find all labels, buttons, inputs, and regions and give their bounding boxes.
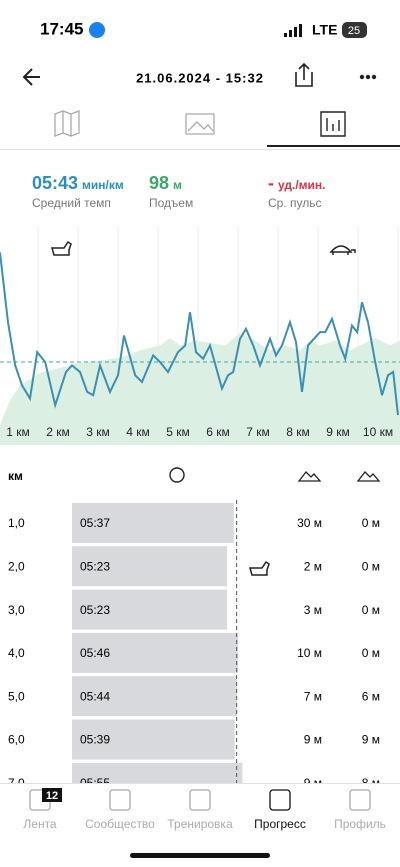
nav-label[interactable]: Прогресс	[254, 817, 306, 831]
row-ascent: 9 м	[304, 733, 322, 747]
divider	[0, 149, 400, 150]
pace-bar	[72, 589, 228, 630]
row-pace: 05:46	[80, 646, 110, 660]
row-descent: 0 м	[362, 646, 380, 660]
stats-tab[interactable]	[320, 111, 346, 137]
x-tick-label: 8 км	[286, 425, 310, 439]
table-header: км	[8, 469, 23, 483]
x-tick-label: 4 км	[126, 425, 150, 439]
x-tick-label: 9 км	[326, 425, 350, 439]
x-tick-label: 5 км	[166, 425, 190, 439]
x-tick-label: 3 км	[86, 425, 110, 439]
stat-label: Подъем	[149, 196, 193, 210]
rabbit-icon	[249, 560, 270, 576]
stopwatch-icon	[169, 467, 185, 483]
nav-label[interactable]: Лента	[23, 817, 57, 831]
nav-border	[0, 783, 400, 784]
status-network: LTE	[312, 22, 337, 38]
x-tick-label: 2 км	[46, 425, 70, 439]
row-ascent: 10 м	[297, 646, 322, 660]
row-pace: 05:37	[80, 516, 110, 530]
turtle-icon	[329, 245, 356, 255]
row-km: 3,0	[8, 603, 25, 617]
stat-unit: уд./мин.	[278, 178, 326, 192]
row-descent: 0 м	[362, 559, 380, 573]
x-tick-label: 7 км	[246, 425, 270, 439]
row-km: 2,0	[8, 559, 25, 573]
descent-icon	[356, 471, 381, 482]
rabbit-icon	[51, 240, 72, 256]
stat-unit: мин/км	[82, 178, 124, 192]
signal-icon	[284, 24, 302, 37]
stat-value: 98	[149, 173, 169, 193]
row-pace: 05:44	[80, 689, 110, 703]
battery-icon	[342, 22, 367, 38]
pace-bar	[72, 503, 234, 543]
nav-label[interactable]: Тренировка	[167, 817, 233, 831]
nav-icon	[349, 789, 371, 811]
status-battery: 25	[348, 25, 360, 37]
nav-label[interactable]: Профиль	[334, 817, 386, 831]
row-km: 4,0	[8, 646, 25, 660]
pace-bar	[72, 546, 228, 587]
back-button[interactable]	[22, 68, 40, 86]
more-button[interactable]	[359, 74, 377, 80]
nav-badge-text: 12	[46, 790, 58, 802]
row-pace: 05:23	[80, 559, 110, 573]
row-descent: 6 м	[362, 689, 380, 703]
row-ascent: 30 м	[297, 516, 322, 530]
row-descent: 0 м	[362, 516, 380, 530]
pace-bar	[72, 632, 239, 673]
nav-label[interactable]: Сообщество	[85, 817, 155, 831]
stat-value: -	[268, 173, 274, 193]
row-km: 5,0	[8, 689, 25, 703]
row-ascent: 7 м	[304, 689, 322, 703]
nav-icon	[269, 789, 291, 811]
x-tick-label: 10 км	[363, 425, 393, 439]
home-indicator	[130, 853, 270, 858]
share-button[interactable]	[295, 62, 313, 87]
row-ascent: 3 м	[304, 603, 322, 617]
x-tick-label: 1 км	[6, 425, 30, 439]
nav-icon	[109, 789, 131, 811]
row-km: 1,0	[8, 516, 25, 530]
status-time: 17:45	[40, 19, 83, 38]
location-icon	[89, 22, 105, 38]
pace-bar	[72, 719, 235, 760]
row-km: 6,0	[8, 733, 25, 747]
stat-unit: м	[173, 178, 182, 192]
x-tick-label: 6 км	[206, 425, 230, 439]
row-pace: 05:39	[80, 733, 110, 747]
active-tab-indicator	[267, 145, 400, 147]
pace-bar	[72, 676, 238, 717]
photo-tab[interactable]	[185, 113, 215, 135]
row-ascent: 2 м	[304, 559, 322, 573]
map-tab[interactable]	[54, 110, 80, 137]
pace-line	[0, 252, 399, 416]
ascent-icon	[297, 471, 322, 482]
stat-value: 05:43	[32, 173, 78, 193]
nav-badge	[42, 788, 62, 802]
row-descent: 9 м	[362, 733, 380, 747]
row-descent: 0 м	[362, 603, 380, 617]
stat-label: Ср. пульс	[268, 196, 322, 210]
nav-icon	[189, 789, 211, 811]
elevation-area	[0, 333, 400, 445]
stat-label: Средний темп	[32, 196, 111, 210]
row-pace: 05:23	[80, 603, 110, 617]
header-title: 21.06.2024 - 15:32	[136, 70, 264, 85]
